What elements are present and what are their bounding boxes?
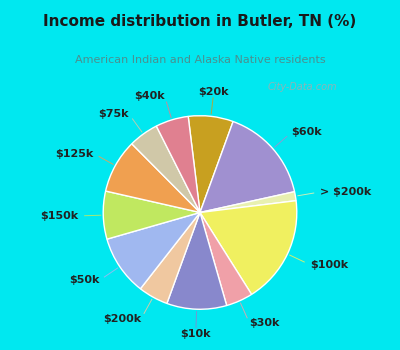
Text: $30k: $30k bbox=[250, 318, 280, 329]
Wedge shape bbox=[106, 144, 200, 212]
Wedge shape bbox=[156, 117, 200, 212]
Text: $60k: $60k bbox=[292, 127, 322, 138]
Text: $100k: $100k bbox=[310, 260, 348, 270]
Text: $10k: $10k bbox=[180, 329, 211, 339]
Wedge shape bbox=[107, 212, 200, 289]
Wedge shape bbox=[167, 212, 227, 309]
Text: Income distribution in Butler, TN (%): Income distribution in Butler, TN (%) bbox=[43, 14, 357, 29]
Wedge shape bbox=[200, 192, 296, 212]
Wedge shape bbox=[200, 121, 294, 212]
Text: $40k: $40k bbox=[134, 91, 165, 101]
Text: $50k: $50k bbox=[69, 275, 99, 286]
Text: $125k: $125k bbox=[55, 148, 94, 159]
Text: $75k: $75k bbox=[98, 109, 129, 119]
Wedge shape bbox=[200, 212, 252, 306]
Wedge shape bbox=[188, 116, 233, 212]
Wedge shape bbox=[132, 126, 200, 212]
Text: $20k: $20k bbox=[198, 87, 229, 97]
Text: City-Data.com: City-Data.com bbox=[267, 82, 337, 92]
Text: $200k: $200k bbox=[103, 314, 141, 324]
Text: American Indian and Alaska Native residents: American Indian and Alaska Native reside… bbox=[75, 55, 325, 65]
Text: $150k: $150k bbox=[40, 211, 78, 221]
Wedge shape bbox=[103, 191, 200, 239]
Wedge shape bbox=[140, 212, 200, 303]
Wedge shape bbox=[200, 201, 297, 294]
Text: > $200k: > $200k bbox=[320, 187, 371, 197]
